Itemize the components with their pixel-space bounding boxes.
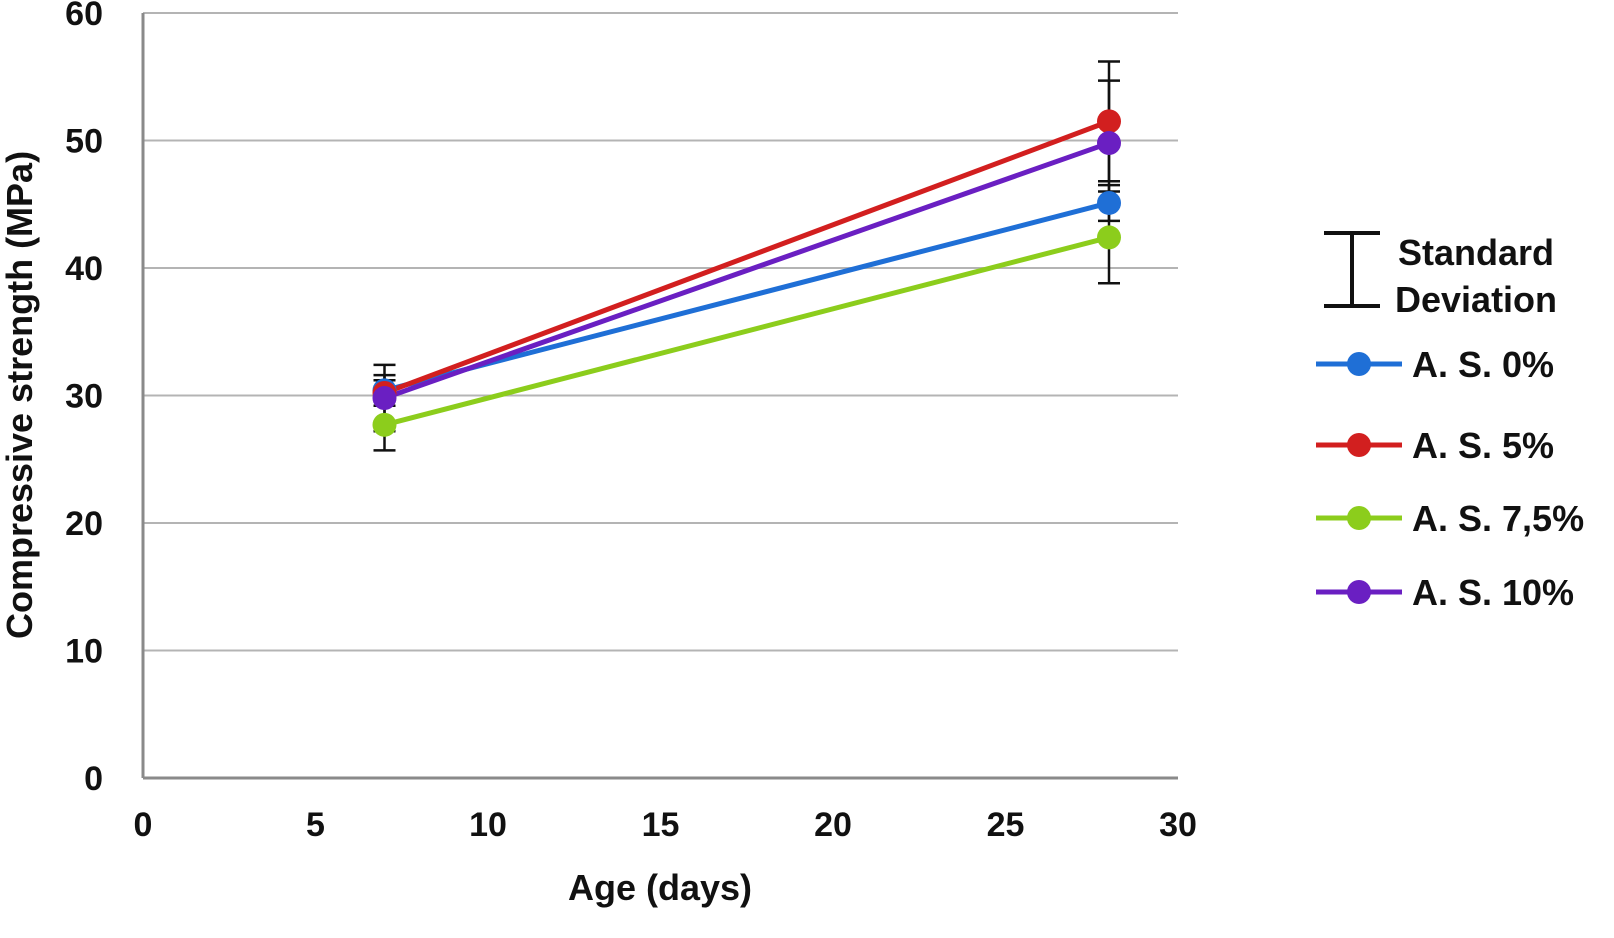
y-tick-label: 10: [65, 633, 103, 671]
legend-label: A. S. 7,5%: [1412, 498, 1584, 539]
series-lines: [383, 119, 1110, 428]
x-tick-label: 20: [814, 806, 852, 844]
data-points: [372, 109, 1121, 437]
y-tick-label: 60: [65, 0, 103, 33]
legend-swatch-marker: [1347, 580, 1371, 604]
x-tick-label: 0: [134, 806, 153, 844]
legend-swatch-marker: [1347, 352, 1371, 376]
series-line: [383, 234, 1110, 428]
y-tick-label: 30: [65, 378, 103, 416]
x-tick-labels: 0 5 10 15 20 25 30: [134, 806, 1197, 844]
data-point: [372, 386, 397, 411]
series-line: [383, 140, 1110, 401]
data-point: [1097, 131, 1121, 156]
data-point: [372, 412, 397, 437]
data-point: [1097, 109, 1121, 134]
data-point: [1097, 190, 1121, 215]
data-point: [1097, 225, 1121, 250]
legend-series-items: A. S. 0% A. S. 5% A. S. 7,5% A. S. 10%: [1316, 344, 1584, 613]
legend-swatch-marker: [1347, 433, 1371, 457]
y-tick-label: 20: [65, 505, 103, 543]
series-line: [383, 119, 1110, 396]
legend-label: A. S. 0%: [1412, 344, 1554, 385]
legend: Standard Deviation A. S. 0%A. S. 5%A. S.…: [1316, 231, 1584, 613]
x-tick-label: 25: [987, 806, 1025, 844]
x-axis-title: Age (days): [568, 867, 752, 908]
x-tick-label: 10: [469, 806, 507, 844]
series-line: [383, 200, 1110, 393]
y-tick-label: 40: [65, 250, 103, 288]
gridlines: [143, 12, 1178, 652]
legend-label: A. S. 10%: [1412, 572, 1574, 613]
x-tick-label: 15: [642, 806, 680, 844]
legend-label: A. S. 5%: [1412, 425, 1554, 466]
legend-std-dev: Standard Deviation: [1324, 231, 1557, 320]
y-tick-label: 0: [84, 760, 103, 798]
legend-std-dev-label-line2: Deviation: [1395, 279, 1557, 320]
x-tick-label: 5: [306, 806, 325, 844]
legend-swatch-marker: [1347, 506, 1371, 530]
y-axis-title: Compressive strength (MPa): [0, 151, 40, 639]
y-tick-label: 50: [65, 123, 103, 161]
y-tick-labels: 0 10 20 30 40 50 60: [65, 0, 103, 798]
x-tick-label: 30: [1159, 806, 1197, 844]
legend-std-dev-label-line1: Standard: [1398, 232, 1554, 273]
